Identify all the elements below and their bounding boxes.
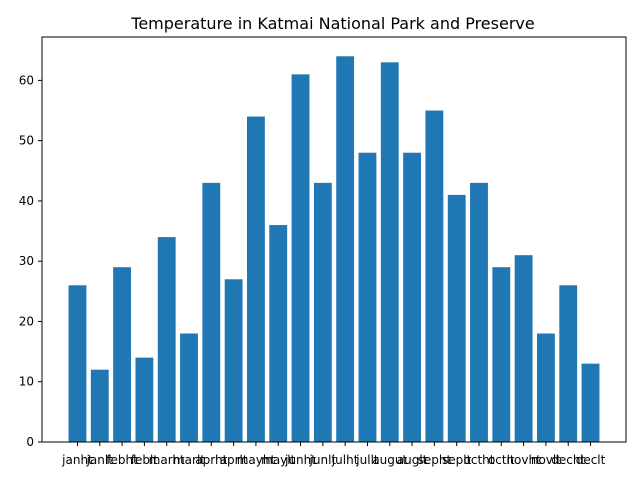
x-tick-label: febht — [106, 453, 138, 467]
bar-octlt — [492, 267, 511, 442]
bar-marlt — [180, 333, 198, 442]
bar-novht — [514, 255, 533, 442]
x-tick-label: julht — [331, 453, 359, 467]
x-tick-label: jullt — [355, 453, 379, 467]
bar-seplt — [447, 194, 466, 442]
x-axis: janhtjanltfebhtfebltmarhtmarltaprhtaprlt… — [61, 442, 606, 467]
x-tick-label: octlt — [488, 453, 515, 467]
bar-mayht — [247, 116, 265, 443]
x-tick-label: janlt — [86, 453, 114, 467]
x-tick-label: aprht — [195, 453, 227, 467]
bar-novlt — [536, 333, 555, 442]
y-tick-label: 10 — [19, 375, 34, 389]
bar-junht — [291, 74, 310, 443]
bars-group — [68, 56, 600, 443]
x-tick-label: octht — [464, 453, 495, 467]
bar-janlt — [90, 369, 109, 442]
x-tick-label: maylt — [261, 453, 295, 467]
x-tick-label: marht — [149, 453, 185, 467]
y-axis: 0 10 20 30 40 50 60 — [19, 73, 42, 449]
x-tick-label: junht — [284, 453, 316, 467]
bar-auglt — [403, 152, 421, 442]
x-tick-label: feblt — [131, 453, 159, 467]
y-tick-label: 50 — [19, 134, 34, 148]
bar-octht — [470, 182, 488, 442]
bar-feblt — [135, 357, 154, 443]
y-tick-label: 30 — [19, 254, 34, 268]
bar-declt — [581, 363, 600, 442]
x-tick-label: marlt — [173, 453, 205, 467]
x-tick-label: janht — [61, 453, 93, 467]
bar-decht — [559, 285, 578, 442]
bar-febht — [113, 267, 132, 442]
bar-aprht — [202, 182, 221, 442]
bar-sepht — [425, 110, 444, 442]
chart-title: Temperature in Katmai National Park and … — [130, 14, 534, 33]
plot-frame — [41, 36, 627, 443]
x-tick-label: novht — [506, 453, 541, 467]
y-tick-label: 20 — [19, 314, 34, 328]
bar-maylt — [269, 225, 288, 442]
bar-aprlt — [224, 279, 243, 442]
bar-julht — [336, 56, 355, 442]
y-tick-label: 0 — [26, 435, 34, 449]
x-tick-label: sepht — [418, 453, 452, 467]
x-tick-label: decht — [551, 453, 585, 467]
x-tick-label: declt — [576, 453, 606, 467]
x-tick-label: aprlt — [220, 453, 248, 467]
y-tick-label: 40 — [19, 194, 34, 208]
bar-jullt — [358, 152, 377, 442]
x-tick-label: novlt — [531, 453, 561, 467]
x-tick-label: auglt — [397, 453, 428, 467]
bar-marht — [157, 237, 176, 442]
x-tick-label: seplt — [442, 453, 472, 467]
x-tick-label: junlt — [309, 453, 337, 467]
x-tick-label: mayht — [237, 453, 276, 467]
bar-augut — [380, 62, 399, 443]
x-tick-label: augut — [372, 453, 407, 467]
bar-janht — [68, 285, 87, 442]
y-tick-label: 60 — [19, 73, 34, 87]
bar-junlt — [313, 182, 332, 442]
